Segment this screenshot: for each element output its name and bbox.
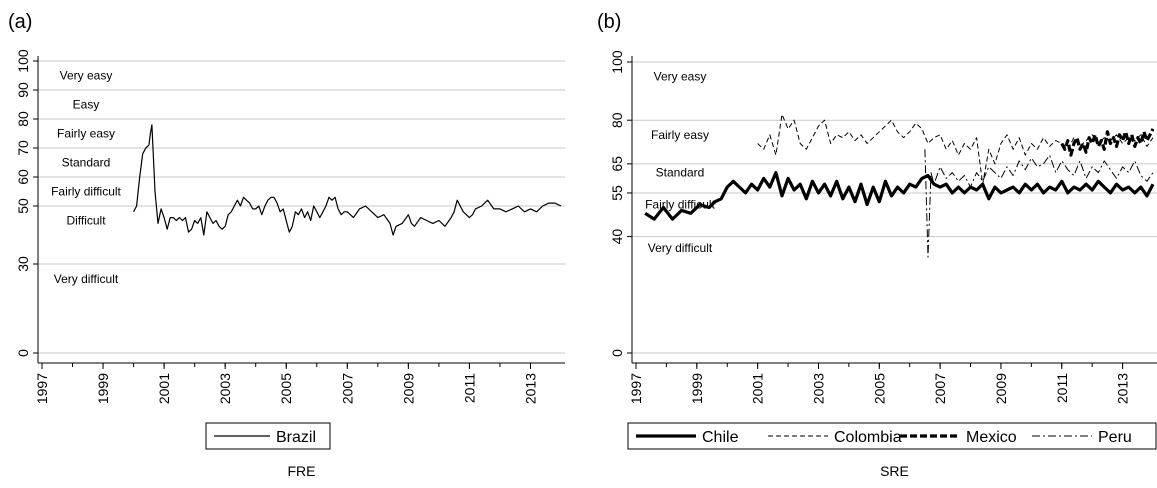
x-tick-label: 2007 xyxy=(339,373,355,404)
chart-panel-1: (b) 0 40 55 65 80 100 1997 1999 2001 2003 2005 2007 2… xyxy=(597,11,1157,479)
y-tick-label: 60 xyxy=(15,169,31,185)
band-label: Very difficult xyxy=(648,241,713,255)
x-tick-label: 1999 xyxy=(689,373,705,404)
y-tick-label: 40 xyxy=(609,229,625,245)
x-tick-label: 2013 xyxy=(522,373,538,404)
x-tick-label: 2007 xyxy=(932,373,948,404)
legend-label: Mexico xyxy=(966,429,1017,446)
band-label: Very difficult xyxy=(54,272,119,286)
band-label: Very easy xyxy=(60,69,113,83)
series-line-brazil xyxy=(133,124,562,236)
legend-label: Brazil xyxy=(276,429,316,446)
band-label: Standard xyxy=(656,166,705,180)
band-label: Fairly easy xyxy=(651,128,709,142)
band-label: Difficult xyxy=(66,214,106,228)
x-tick-label: 2003 xyxy=(217,373,233,404)
panel-label: (b) xyxy=(597,11,621,33)
y-tick-label: 100 xyxy=(609,50,625,74)
x-axis-label: SRE xyxy=(880,463,909,479)
y-tick-label: 50 xyxy=(15,198,31,214)
y-tick-label: 90 xyxy=(15,82,31,98)
x-tick-label: 1999 xyxy=(95,373,111,404)
x-tick-label: 2011 xyxy=(1054,373,1070,403)
legend-label: Peru xyxy=(1098,429,1132,446)
y-tick-label: 100 xyxy=(15,49,31,73)
band-label: Easy xyxy=(73,98,100,112)
x-tick-label: 1997 xyxy=(628,373,644,404)
series-line-colombia xyxy=(757,113,1154,185)
y-tick-label: 0 xyxy=(609,349,625,357)
x-tick-label: 2013 xyxy=(1115,373,1131,404)
legend-label: Colombia xyxy=(834,429,902,446)
y-tick-label: 80 xyxy=(15,111,31,127)
band-label: Fairly difficult xyxy=(51,185,121,199)
band-label: Fairly easy xyxy=(57,127,115,141)
y-tick-label: 0 xyxy=(15,349,31,357)
series-line-peru xyxy=(924,149,1154,258)
x-tick-label: 2001 xyxy=(156,373,172,404)
y-tick-label: 30 xyxy=(15,256,31,272)
x-tick-label: 2009 xyxy=(993,373,1009,404)
series-line-mexico xyxy=(1060,128,1155,157)
x-tick-label: 2005 xyxy=(871,373,887,404)
x-axis-label: FRE xyxy=(288,463,316,479)
x-tick-label: 2009 xyxy=(400,373,416,404)
panel-label: (a) xyxy=(8,11,32,33)
x-tick-label: 2005 xyxy=(278,373,294,404)
x-tick-label: 2011 xyxy=(461,373,477,403)
band-label: Standard xyxy=(62,156,111,170)
x-tick-label: 2001 xyxy=(750,373,766,404)
y-tick-label: 80 xyxy=(609,112,625,128)
band-label: Very easy xyxy=(654,70,707,84)
x-tick-label: 1997 xyxy=(34,373,50,404)
legend-label: Chile xyxy=(702,429,739,446)
y-tick-label: 55 xyxy=(609,185,625,201)
y-tick-label: 70 xyxy=(15,140,31,156)
y-tick-label: 65 xyxy=(609,156,625,172)
chart-panel-0: (a) 0 30 50 60 70 80 90 100 1997 1999 2001 2003 2005 2… xyxy=(8,11,565,479)
x-tick-label: 2003 xyxy=(810,373,826,404)
series-line-chile xyxy=(644,171,1155,221)
